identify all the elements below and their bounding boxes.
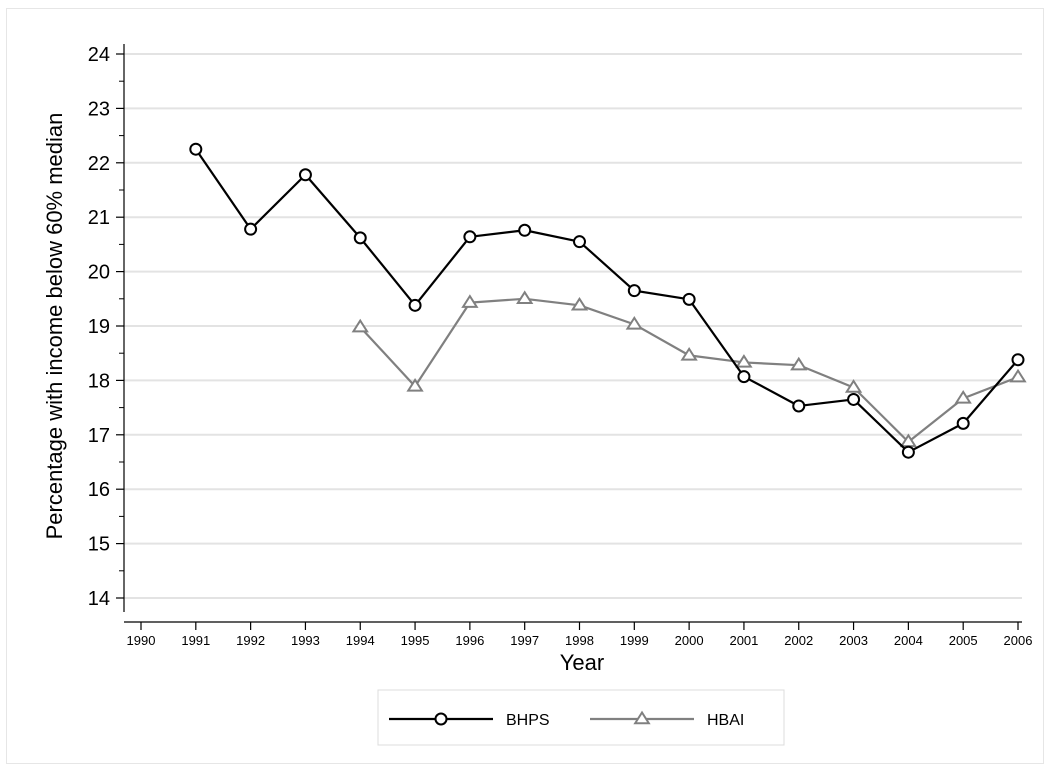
legend-marker-hbai: [633, 710, 651, 725]
bhps-point: [682, 292, 696, 306]
y-tick-label: 23: [88, 98, 110, 120]
x-tick-label: 2004: [894, 633, 923, 648]
hbai-point: [735, 354, 753, 368]
bhps-point: [901, 445, 915, 459]
y-axis-title: Percentage with income below 60% median: [42, 113, 67, 540]
y-ticks: 14 15 16 17 18 19 20 21 22 23 24: [88, 44, 124, 610]
axes: [123, 44, 1022, 623]
legend: BHPS HBAI: [377, 689, 785, 746]
hbai-point: [461, 294, 479, 308]
hbai-line: [359, 297, 1019, 443]
y-tick-label: 15: [88, 534, 110, 556]
series-layer: [189, 142, 1027, 459]
bhps-point: [956, 416, 970, 430]
bhps-point: [518, 223, 532, 237]
x-tick-label: 1999: [620, 633, 649, 648]
x-tick-label: 2005: [949, 633, 978, 648]
y-tick-label: 18: [88, 370, 110, 392]
hbai-point: [570, 296, 589, 311]
hbai-point: [844, 379, 863, 393]
y-tick-label: 22: [88, 153, 110, 175]
series-bhps: [189, 142, 1025, 459]
y-tick-label: 21: [88, 207, 110, 229]
bhps-point: [737, 370, 751, 384]
chart-frame: [6, 8, 1044, 764]
x-tick-label: 1991: [181, 633, 210, 648]
x-tick-label: 1992: [236, 633, 265, 648]
x-axis-title: Year: [560, 650, 604, 675]
bhps-point: [792, 399, 806, 413]
gridlines: [124, 53, 1022, 599]
hbai-point: [351, 318, 369, 333]
hbai-point: [406, 378, 424, 392]
x-ticks: 1990 1991 1992 1993 1994 1995 1996 1997 1998 1999…: [127, 622, 1033, 648]
y-tick-label: 14: [88, 588, 110, 610]
x-tick-label: 2003: [839, 633, 868, 648]
y-tick-label: 19: [88, 316, 110, 338]
bhps-point: [847, 392, 861, 406]
x-tick-label: 1997: [510, 633, 539, 648]
hbai-point: [954, 389, 972, 404]
bhps-point: [298, 168, 312, 182]
bhps-point: [189, 142, 203, 156]
x-tick-label: 1998: [565, 633, 594, 648]
bhps-point: [463, 230, 477, 244]
legend-items: BHPS HBAI: [389, 710, 744, 729]
hbai-point: [516, 290, 534, 305]
legend-item-hbai: HBAI: [590, 710, 744, 729]
x-tick-label: 1996: [455, 633, 484, 648]
x-tick-label: 1993: [291, 633, 320, 648]
x-tick-label: 2000: [675, 633, 704, 648]
legend-label-bhps: BHPS: [506, 712, 550, 729]
hbai-point: [790, 356, 808, 371]
bhps-point: [408, 298, 422, 312]
x-tick-label: 2006: [1004, 633, 1033, 648]
bhps-point: [244, 222, 258, 236]
legend-label-hbai: HBAI: [707, 712, 744, 729]
x-tick-label: 2001: [729, 633, 758, 648]
x-tick-label: 1995: [401, 633, 430, 648]
bhps-point: [353, 231, 367, 245]
hbai-point: [680, 347, 698, 361]
bhps-line: [194, 148, 1019, 454]
series-hbai: [351, 290, 1027, 448]
legend-marker-bhps: [434, 712, 448, 726]
bhps-point: [627, 284, 641, 298]
hbai-point: [1009, 368, 1027, 383]
y-tick-label: 16: [88, 479, 110, 501]
x-tick-label: 2002: [784, 633, 813, 648]
y-tick-label: 24: [88, 44, 110, 66]
hbai-point: [625, 316, 643, 330]
y-tick-label: 20: [88, 262, 110, 284]
bhps-point: [573, 235, 586, 249]
y-tick-label: 17: [88, 425, 110, 447]
bhps-point: [1011, 353, 1025, 367]
x-tick-label: 1994: [346, 633, 375, 648]
legend-item-bhps: BHPS: [389, 712, 550, 729]
x-tick-label: 1990: [127, 633, 156, 648]
